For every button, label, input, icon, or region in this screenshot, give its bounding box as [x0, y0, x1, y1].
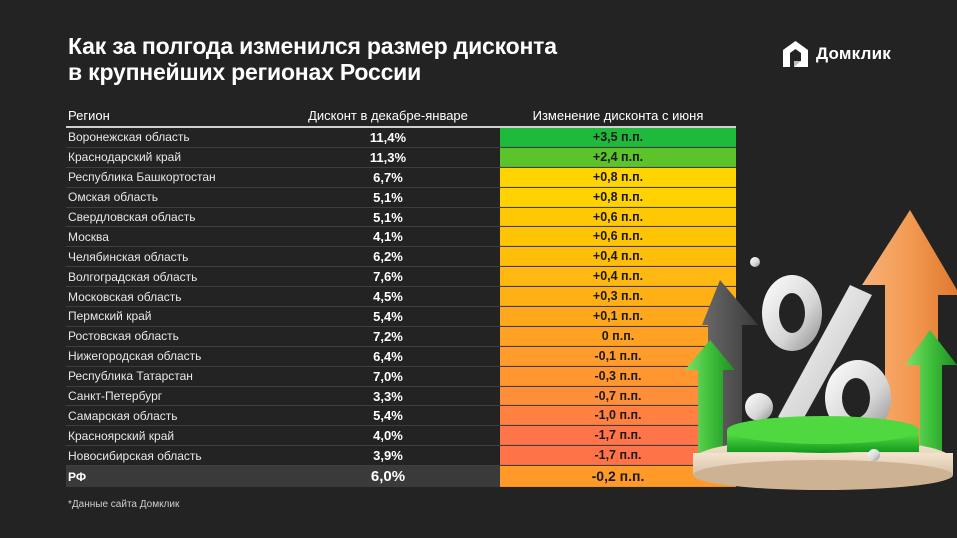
total-region: РФ — [68, 469, 87, 484]
change-cell: -0,1 п.п. — [500, 346, 736, 366]
change-cell: +2,4 п.п. — [500, 147, 736, 167]
logo-text: Домклик — [816, 44, 891, 63]
table-body: Воронежская область 11,4% +3,5 п.п. Краснод… — [66, 128, 736, 467]
table-header: Регион Дисконт в декабре-январе Изменени… — [66, 104, 736, 128]
change-cell: +0,8 п.п. — [500, 187, 736, 207]
discount-cell: 3,3% — [373, 388, 403, 404]
table-row: Республика Татарстан 7,0% -0,3 п.п. — [66, 366, 736, 387]
region-cell: Краснодарский край — [68, 150, 182, 165]
region-cell: Нижегородская область — [68, 349, 202, 364]
region-cell: Свердловская область — [68, 210, 196, 224]
table-row: Воронежская область 11,4% +3,5 п.п. — [66, 128, 736, 148]
region-cell: Московская область — [68, 289, 182, 304]
table-row: Свердловская область 5,1% +0,6 п.п. — [66, 207, 736, 228]
discount-cell: 5,4% — [373, 408, 403, 424]
percent-arrows-illustration — [685, 210, 957, 490]
discount-cell: 6,4% — [373, 348, 403, 364]
discount-cell: 4,1% — [373, 229, 403, 245]
column-header-change: Изменение дисконта с июня — [532, 107, 704, 123]
table-row: Красноярский край 4,0% -1,7 п.п. — [66, 426, 736, 447]
region-cell: Республика Татарстан — [68, 369, 193, 384]
table-row: Краснодарский край 11,3% +2,4 п.п. — [66, 147, 736, 168]
change-cell: +0,8 п.п. — [500, 167, 736, 187]
table-row: Нижегородская область 6,4% -0,1 п.п. — [66, 346, 736, 367]
region-cell: Красноярский край — [68, 428, 175, 443]
total-change: -0,2 п.п. — [500, 466, 736, 488]
title-line-2: в крупнейших регионах России — [68, 59, 422, 85]
table-row: Москва 4,1% +0,6 п.п. — [66, 227, 736, 248]
change-cell: -0,3 п.п. — [500, 366, 736, 386]
discount-cell: 5,4% — [373, 308, 403, 324]
discount-cell: 7,2% — [373, 328, 403, 344]
change-cell: -1,7 п.п. — [500, 446, 736, 466]
change-cell: +0,6 п.п. — [500, 227, 736, 247]
domclick-logo: Домклик — [782, 40, 891, 68]
column-header-discount: Дисконт в декабре-январе — [308, 107, 468, 123]
discount-cell: 3,9% — [373, 448, 403, 464]
table-row: Московская область 4,5% +0,3 п.п. — [66, 287, 736, 308]
change-cell: -0,7 п.п. — [500, 386, 736, 406]
discount-cell: 6,2% — [373, 249, 403, 265]
page-title: Как за полгода изменился размер дисконта… — [68, 33, 557, 85]
discount-cell: 6,7% — [373, 169, 403, 185]
change-cell: +0,6 п.п. — [500, 207, 736, 227]
table-row: Самарская область 5,4% -1,0 п.п. — [66, 406, 736, 427]
discount-cell: 7,0% — [373, 368, 403, 384]
discount-cell: 11,4% — [369, 129, 407, 145]
region-cell: Республика Башкортостан — [68, 170, 216, 185]
region-cell: Новосибирская область — [68, 448, 202, 463]
house-logo-icon — [783, 41, 808, 67]
discount-cell: 5,1% — [373, 209, 403, 225]
discount-table: Регион Дисконт в декабре-январе Изменени… — [66, 104, 736, 488]
region-cell: Омская область — [68, 190, 159, 205]
region-cell: Самарская область — [68, 408, 178, 423]
region-cell: Пермский край — [68, 309, 152, 324]
table-row: Санкт-Петербург 3,3% -0,7 п.п. — [66, 386, 736, 407]
region-cell: Воронежская область — [68, 130, 190, 145]
region-cell: Ростовская область — [68, 329, 179, 344]
table-row: Пермский край 5,4% +0,1 п.п. — [66, 307, 736, 327]
discount-cell: 11,3% — [369, 149, 407, 165]
table-row-total: РФ 6,0% -0,2 п.п. — [66, 466, 736, 488]
column-header-region: Регион — [68, 107, 110, 123]
footnote: *Данные сайта Домклик — [68, 499, 180, 510]
table-row: Омская область 5,1% +0,8 п.п. — [66, 187, 736, 208]
discount-cell: 4,5% — [373, 289, 403, 305]
region-cell: Волгоградская область — [68, 269, 198, 284]
total-discount: 6,0% — [370, 468, 406, 486]
region-cell: Челябинская область — [68, 249, 189, 264]
discount-cell: 5,1% — [373, 189, 403, 205]
discount-cell: 7,6% — [373, 269, 403, 285]
discount-cell: 4,0% — [373, 428, 403, 444]
title-line-1: Как за полгода изменился размер дисконта — [68, 33, 557, 59]
table-row: Новосибирская область 3,9% -1,7 п.п. — [66, 446, 736, 467]
change-cell: +0,3 п.п. — [500, 287, 736, 307]
region-cell: Москва — [68, 229, 109, 244]
change-cell: +0,4 п.п. — [500, 267, 736, 287]
change-cell: +0,1 п.п. — [500, 307, 736, 326]
change-cell: 0 п.п. — [500, 326, 736, 346]
table-row: Республика Башкортостан 6,7% +0,8 п.п. — [66, 167, 736, 188]
table-row: Челябинская область 6,2% +0,4 п.п. — [66, 247, 736, 268]
region-cell: Санкт-Петербург — [68, 389, 163, 404]
table-row: Волгоградская область 7,6% +0,4 п.п. — [66, 267, 736, 288]
change-cell: -1,0 п.п. — [500, 406, 736, 426]
change-cell: +3,5 п.п. — [500, 128, 736, 147]
table-row: Ростовская область 7,2% 0 п.п. — [66, 326, 736, 347]
change-cell: +0,4 п.п. — [500, 247, 736, 267]
change-cell: -1,7 п.п. — [500, 426, 736, 446]
